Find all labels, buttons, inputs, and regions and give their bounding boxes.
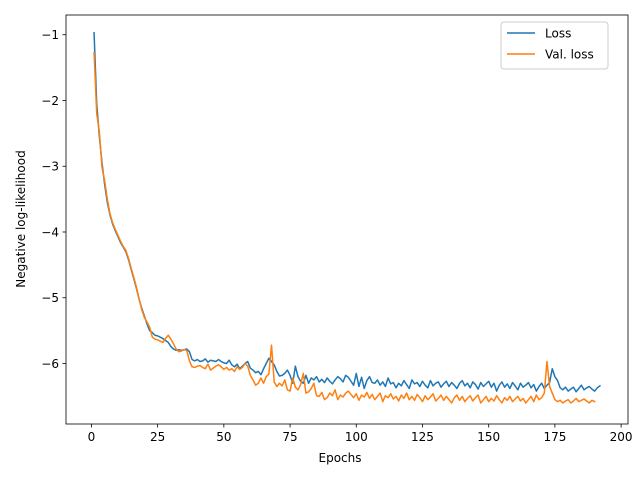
y-axis-label: Negative log-likelihood: [14, 150, 28, 287]
legend-label-loss: Loss: [545, 27, 571, 41]
y-tick-label: −4: [41, 225, 59, 239]
x-tick-label: 75: [282, 430, 297, 444]
y-tick-label: −1: [41, 28, 59, 42]
x-axis-ticks: 0 25 50 75 100 125 150 175 200: [88, 424, 633, 444]
y-axis-ticks: −1 −2 −3 −4 −5 −6: [41, 28, 66, 371]
x-tick-label: 150: [477, 430, 500, 444]
x-tick-label: 200: [610, 430, 633, 444]
axes-frame: [65, 14, 629, 425]
x-tick-label: 100: [345, 430, 368, 444]
y-tick-label: −2: [41, 94, 59, 108]
legend: Loss Val. loss: [500, 21, 609, 70]
y-tick-label: −6: [41, 357, 59, 371]
y-tick-label: −3: [41, 160, 59, 174]
y-tick-label: −5: [41, 291, 59, 305]
x-axis-label: Epochs: [319, 451, 362, 465]
plot-area: [65, 14, 629, 425]
series-line-loss: [93, 31, 601, 393]
x-tick-label: 0: [88, 430, 96, 444]
series-layer: [93, 31, 601, 404]
x-tick-label: 125: [411, 430, 434, 444]
x-tick-label: 25: [150, 430, 165, 444]
series-line-val-loss: [93, 51, 596, 404]
x-tick-label: 50: [216, 430, 231, 444]
legend-label-val-loss: Val. loss: [545, 48, 594, 62]
x-tick-label: 175: [543, 430, 566, 444]
